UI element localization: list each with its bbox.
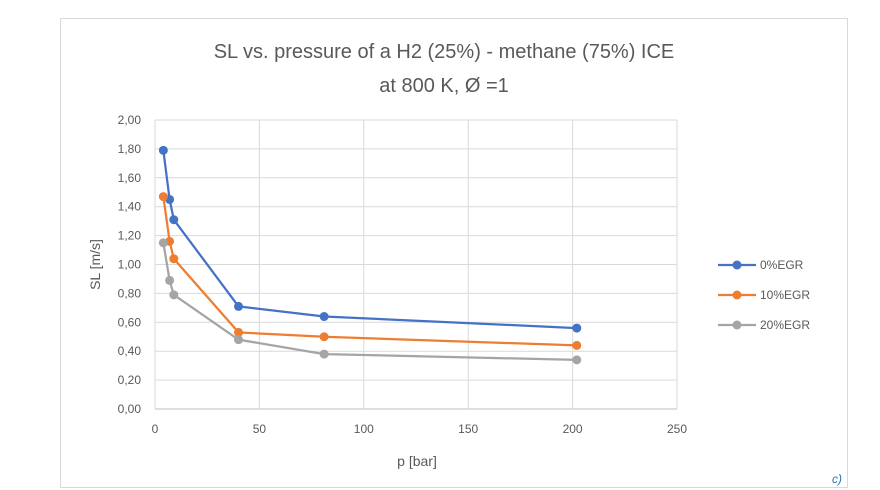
x-tick-label: 200: [563, 422, 583, 436]
data-point: [572, 323, 582, 333]
legend-marker-0: [732, 260, 742, 270]
y-tick-label: 1,40: [118, 200, 142, 214]
x-tick-label: 150: [458, 422, 478, 436]
data-point: [319, 332, 329, 342]
chart-title: SL vs. pressure of a H2 (25%) - methane …: [214, 41, 675, 63]
series-line-0: [162, 150, 577, 330]
y-tick-label: 0,00: [118, 402, 142, 416]
data-point: [158, 145, 168, 155]
y-tick-label: 1,60: [118, 171, 142, 185]
y-axis-title: SL [m/s]: [87, 239, 103, 290]
y-tick-label: 2,00: [118, 113, 142, 127]
data-point: [169, 215, 179, 225]
data-point: [158, 192, 168, 202]
y-tick-label: 1,20: [118, 229, 142, 243]
data-point: [169, 290, 179, 300]
legend-label-0: 0%EGR: [760, 258, 804, 272]
series-line-1: [162, 196, 577, 347]
data-point: [319, 312, 329, 322]
x-tick-label: 100: [354, 422, 374, 436]
data-point: [319, 349, 329, 359]
x-tick-label: 50: [253, 422, 267, 436]
x-tick-label: 0: [152, 422, 159, 436]
legend-label-1: 10%EGR: [760, 288, 810, 302]
data-point: [165, 275, 175, 285]
y-tick-label: 1,80: [118, 142, 142, 156]
chart-subtitle: at 800 K, Ø =1: [379, 75, 509, 97]
y-tick-label: 0,20: [118, 373, 142, 387]
x-axis-title: p [bar]: [397, 453, 437, 469]
data-point: [158, 238, 168, 248]
panel-label: c): [832, 472, 842, 486]
data-point: [234, 301, 244, 311]
data-point: [169, 254, 179, 264]
y-tick-label: 1,00: [118, 258, 142, 272]
legend-marker-2: [732, 320, 742, 330]
y-tick-label: 0,40: [118, 344, 142, 358]
series-line-2: [162, 242, 577, 361]
data-point: [234, 327, 244, 337]
legend-label-2: 20%EGR: [760, 318, 810, 332]
chart-area: [60, 18, 848, 488]
y-tick-label: 0,80: [118, 286, 142, 300]
x-tick-label: 250: [667, 422, 687, 436]
data-point: [234, 335, 244, 345]
y-tick-label: 0,60: [118, 315, 142, 329]
data-point: [572, 340, 582, 350]
data-point: [572, 355, 582, 365]
legend-marker-1: [732, 290, 742, 300]
